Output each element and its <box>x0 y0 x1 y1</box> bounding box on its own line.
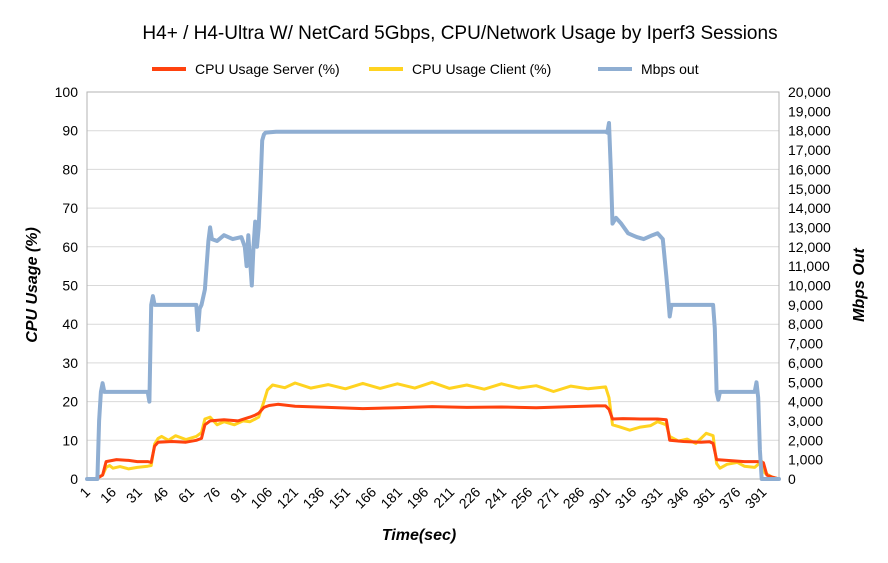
x-tick-label: 196 <box>403 484 431 512</box>
y2-tick-label: 16,000 <box>788 161 831 177</box>
x-tick-label: 301 <box>586 484 614 512</box>
y-tick-label: 70 <box>62 200 78 216</box>
y2-tick-label: 14,000 <box>788 200 831 216</box>
x-tick-label: 46 <box>149 484 171 506</box>
x-tick-label: 151 <box>325 484 353 512</box>
x-tick-label: 121 <box>273 484 301 512</box>
x-tick-label: 181 <box>377 484 405 512</box>
x-tick-label: 226 <box>456 484 484 512</box>
y-tick-label: 10 <box>62 432 78 448</box>
x-tick-label: 286 <box>560 484 588 512</box>
x-tick-label: 136 <box>299 484 327 512</box>
y2-tick-label: 9,000 <box>788 297 823 313</box>
y2-tick-label: 4,000 <box>788 394 823 410</box>
y-tick-label: 30 <box>62 355 78 371</box>
y-axis-title: CPU Usage (%) <box>24 227 41 343</box>
plot-frame <box>86 91 780 480</box>
y-tick-label: 0 <box>70 471 78 487</box>
x-tick-label: 391 <box>742 484 770 512</box>
x-tick-label: 106 <box>247 484 275 512</box>
y-tick-label: 20 <box>62 394 78 410</box>
y2-tick-label: 20,000 <box>788 84 831 100</box>
y2-tick-label: 7,000 <box>788 336 823 352</box>
y2-tick-label: 1,000 <box>788 452 823 468</box>
y2-tick-label: 17,000 <box>788 142 831 158</box>
x-tick-label: 166 <box>351 484 379 512</box>
series-layer <box>85 121 781 481</box>
y-tick-label: 80 <box>62 161 78 177</box>
x-tick-label: 241 <box>482 484 510 512</box>
legend: CPU Usage Server (%) CPU Usage Client (%)… <box>152 61 699 77</box>
y2-tick-label: 15,000 <box>788 181 831 197</box>
x-axis-ticks: 1 16 31 46 61 76 91106121136151166181196211226… <box>76 484 769 512</box>
x-tick-label: 31 <box>123 484 145 506</box>
y-axis-ticks: 0 10 20 30 40 50 60 70 80 90 100 <box>55 84 79 487</box>
x-axis-title: Time(sec) <box>382 527 456 544</box>
y2-tick-label: 3,000 <box>788 413 823 429</box>
x-tick-label: 1 <box>76 484 93 501</box>
x-tick-label: 211 <box>430 484 457 511</box>
x-tick-label: 346 <box>664 484 692 512</box>
x-tick-label: 61 <box>175 484 197 506</box>
x-tick-label: 361 <box>690 484 718 512</box>
x-tick-label: 376 <box>716 484 744 512</box>
y2-tick-label: 11,000 <box>788 258 830 274</box>
x-tick-label: 256 <box>508 484 536 512</box>
legend-label: CPU Usage Client (%) <box>412 61 551 77</box>
y2-axis-title: Mbps Out <box>851 247 868 321</box>
y-tick-label: 40 <box>62 316 78 332</box>
legend-label: CPU Usage Server (%) <box>195 61 340 77</box>
y2-tick-label: 8,000 <box>788 316 823 332</box>
x-tick-label: 91 <box>227 484 249 506</box>
y2-tick-label: 12,000 <box>788 239 831 255</box>
x-tick-label: 76 <box>201 484 223 506</box>
y-tick-label: 100 <box>55 84 79 100</box>
series-line-cpu-usage-client <box>85 380 781 481</box>
x-tick-label: 16 <box>97 484 119 506</box>
legend-label: Mbps out <box>641 61 699 77</box>
y-tick-label: 50 <box>62 278 78 294</box>
y-tick-label: 60 <box>62 239 78 255</box>
y2-axis-ticks: 0 1,000 2,000 3,000 4,000 5,000 6,000 7,000 8,00… <box>788 84 831 487</box>
gridlines <box>87 91 779 480</box>
x-tick-label: 331 <box>638 484 666 512</box>
y2-tick-label: 0 <box>788 471 796 487</box>
series-line-mbps-out <box>85 121 781 481</box>
y2-tick-label: 13,000 <box>788 219 831 235</box>
x-tick-label: 316 <box>612 484 640 512</box>
y2-tick-label: 10,000 <box>788 278 831 294</box>
y2-tick-label: 2,000 <box>788 432 823 448</box>
x-tick-label: 271 <box>534 484 562 512</box>
y2-tick-label: 5,000 <box>788 374 823 390</box>
y2-tick-label: 19,000 <box>788 103 831 119</box>
chart-title: H4+ / H4-Ultra W/ NetCard 5Gbps, CPU/Net… <box>142 23 777 44</box>
y2-tick-label: 18,000 <box>788 123 831 139</box>
series-line-cpu-usage-server <box>85 402 781 481</box>
y-tick-label: 90 <box>62 123 78 139</box>
y2-tick-label: 6,000 <box>788 355 823 371</box>
